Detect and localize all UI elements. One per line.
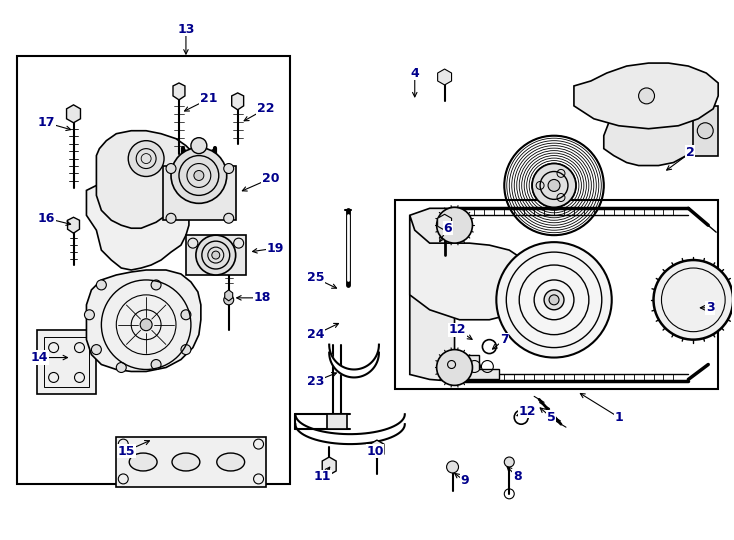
Circle shape bbox=[224, 295, 233, 305]
Polygon shape bbox=[232, 93, 244, 110]
Circle shape bbox=[504, 457, 515, 467]
Polygon shape bbox=[87, 270, 201, 372]
Circle shape bbox=[128, 140, 164, 177]
Text: 7: 7 bbox=[500, 333, 509, 346]
Circle shape bbox=[181, 345, 191, 355]
Circle shape bbox=[196, 235, 236, 275]
Polygon shape bbox=[186, 235, 246, 275]
Circle shape bbox=[697, 123, 713, 139]
Text: 4: 4 bbox=[410, 66, 419, 79]
Text: 25: 25 bbox=[307, 272, 324, 285]
Polygon shape bbox=[410, 208, 454, 381]
Text: 12: 12 bbox=[448, 323, 466, 336]
Text: 2: 2 bbox=[686, 146, 694, 159]
Circle shape bbox=[496, 242, 611, 357]
Polygon shape bbox=[67, 105, 81, 123]
Polygon shape bbox=[173, 83, 185, 100]
Polygon shape bbox=[37, 330, 96, 394]
Circle shape bbox=[448, 361, 456, 368]
Circle shape bbox=[639, 88, 655, 104]
Circle shape bbox=[212, 251, 219, 259]
Polygon shape bbox=[574, 63, 718, 129]
Circle shape bbox=[151, 280, 161, 290]
Circle shape bbox=[437, 349, 473, 386]
Circle shape bbox=[166, 213, 176, 223]
Text: 12: 12 bbox=[518, 405, 536, 418]
Circle shape bbox=[224, 213, 233, 223]
Polygon shape bbox=[163, 166, 236, 220]
Polygon shape bbox=[87, 163, 189, 270]
Text: 14: 14 bbox=[31, 351, 48, 364]
Circle shape bbox=[116, 362, 126, 373]
Polygon shape bbox=[96, 131, 196, 228]
Circle shape bbox=[548, 179, 560, 191]
Text: 9: 9 bbox=[460, 475, 469, 488]
Ellipse shape bbox=[217, 453, 244, 471]
Circle shape bbox=[181, 310, 191, 320]
Polygon shape bbox=[322, 457, 336, 475]
Text: 21: 21 bbox=[200, 92, 217, 105]
Text: 17: 17 bbox=[38, 116, 55, 129]
Circle shape bbox=[437, 207, 473, 243]
Bar bbox=[17, 56, 291, 484]
Text: 22: 22 bbox=[257, 103, 275, 116]
Circle shape bbox=[194, 171, 204, 180]
Circle shape bbox=[140, 319, 152, 330]
Text: 5: 5 bbox=[547, 411, 556, 424]
Text: 11: 11 bbox=[313, 470, 331, 483]
Polygon shape bbox=[462, 355, 499, 380]
Text: 15: 15 bbox=[117, 444, 135, 457]
Polygon shape bbox=[370, 440, 384, 458]
Circle shape bbox=[92, 345, 101, 355]
Ellipse shape bbox=[172, 453, 200, 471]
Polygon shape bbox=[116, 437, 266, 487]
Polygon shape bbox=[604, 94, 700, 166]
Circle shape bbox=[151, 360, 161, 369]
Polygon shape bbox=[68, 217, 79, 233]
Text: 20: 20 bbox=[262, 172, 279, 185]
Polygon shape bbox=[410, 215, 534, 320]
Circle shape bbox=[224, 164, 233, 173]
Text: 3: 3 bbox=[706, 301, 714, 314]
Circle shape bbox=[84, 310, 95, 320]
Polygon shape bbox=[437, 69, 451, 85]
Text: 24: 24 bbox=[307, 328, 324, 341]
Text: 18: 18 bbox=[254, 292, 272, 305]
Circle shape bbox=[191, 138, 207, 153]
Polygon shape bbox=[694, 106, 718, 156]
Ellipse shape bbox=[129, 453, 157, 471]
Bar bbox=[327, 414, 347, 429]
Bar bbox=[395, 200, 718, 389]
Polygon shape bbox=[437, 214, 451, 230]
Polygon shape bbox=[225, 290, 233, 301]
Text: 8: 8 bbox=[513, 470, 522, 483]
Circle shape bbox=[532, 164, 576, 207]
Circle shape bbox=[544, 290, 564, 310]
Text: 19: 19 bbox=[266, 241, 284, 255]
Text: 10: 10 bbox=[366, 444, 384, 457]
Circle shape bbox=[171, 147, 227, 204]
Text: 16: 16 bbox=[38, 212, 55, 225]
Text: 23: 23 bbox=[307, 375, 324, 388]
Text: 6: 6 bbox=[443, 222, 452, 235]
Circle shape bbox=[96, 280, 106, 290]
Circle shape bbox=[549, 295, 559, 305]
Circle shape bbox=[166, 164, 176, 173]
Text: 1: 1 bbox=[614, 411, 623, 424]
Circle shape bbox=[446, 461, 459, 473]
Circle shape bbox=[653, 260, 733, 340]
Text: 13: 13 bbox=[177, 23, 195, 36]
